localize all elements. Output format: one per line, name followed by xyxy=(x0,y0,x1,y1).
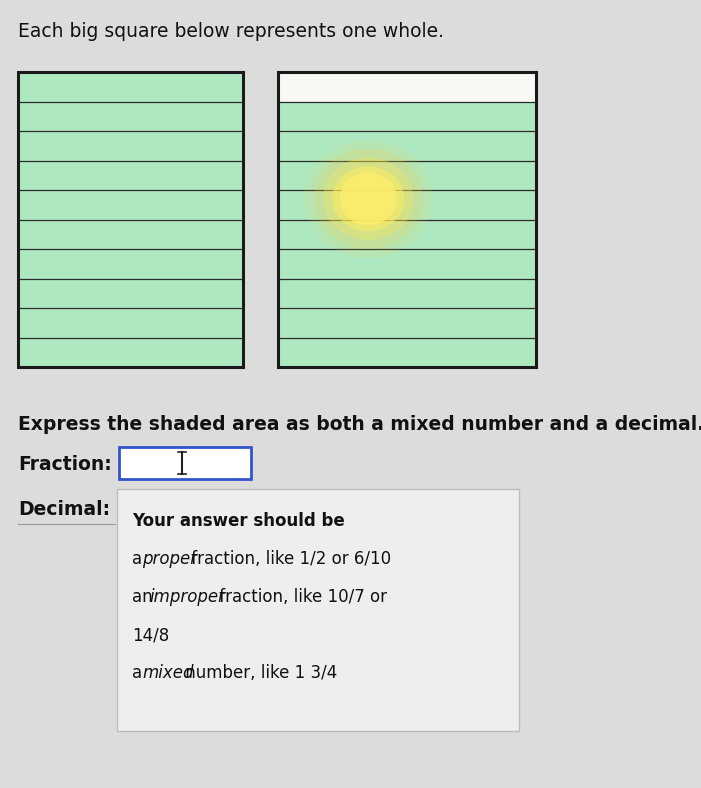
Text: 14/8: 14/8 xyxy=(132,626,169,644)
Text: Each big square below represents one whole.: Each big square below represents one who… xyxy=(18,22,444,41)
Bar xyxy=(278,337,536,367)
Bar xyxy=(278,72,536,367)
Text: proper: proper xyxy=(142,550,197,568)
Bar xyxy=(18,190,243,220)
Bar xyxy=(278,278,536,308)
Bar xyxy=(18,308,243,337)
FancyBboxPatch shape xyxy=(117,489,519,731)
Text: a: a xyxy=(132,664,147,682)
Bar xyxy=(18,72,243,367)
Text: fraction, like 1/2 or 6/10: fraction, like 1/2 or 6/10 xyxy=(186,550,391,568)
Text: improper: improper xyxy=(149,588,225,606)
Text: a: a xyxy=(132,550,147,568)
Bar xyxy=(18,337,243,367)
Ellipse shape xyxy=(340,173,397,225)
Bar xyxy=(278,220,536,249)
Ellipse shape xyxy=(304,139,433,258)
Bar xyxy=(18,278,243,308)
Bar xyxy=(18,131,243,161)
Ellipse shape xyxy=(323,158,414,240)
Text: Express the shaded area as both a mixed number and a decimal.: Express the shaded area as both a mixed … xyxy=(18,415,701,434)
Bar xyxy=(278,102,536,131)
Text: Your answer should be: Your answer should be xyxy=(132,512,345,530)
Ellipse shape xyxy=(314,149,423,249)
Text: mixed: mixed xyxy=(142,664,193,682)
Bar xyxy=(278,249,536,278)
Text: Decimal:: Decimal: xyxy=(18,500,110,519)
Text: number, like 1 3/4: number, like 1 3/4 xyxy=(180,664,337,682)
Bar xyxy=(278,308,536,337)
Bar xyxy=(18,72,243,102)
Bar xyxy=(18,161,243,190)
Text: an: an xyxy=(132,588,158,606)
Text: fraction, like 10/7 or: fraction, like 10/7 or xyxy=(214,588,387,606)
Bar xyxy=(18,220,243,249)
Bar xyxy=(278,131,536,161)
Bar xyxy=(18,102,243,131)
Bar xyxy=(278,190,536,220)
Bar xyxy=(278,161,536,190)
Bar xyxy=(278,72,536,102)
FancyBboxPatch shape xyxy=(119,447,251,479)
Bar xyxy=(18,249,243,278)
Text: Fraction:: Fraction: xyxy=(18,455,111,474)
Ellipse shape xyxy=(332,166,404,232)
